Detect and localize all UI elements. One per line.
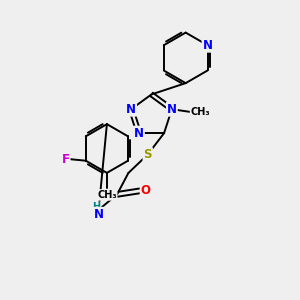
- Text: F: F: [61, 153, 70, 166]
- Text: N: N: [134, 127, 144, 140]
- Text: N: N: [167, 103, 177, 116]
- Text: O: O: [141, 184, 151, 197]
- Text: N: N: [94, 208, 104, 221]
- Text: CH₃: CH₃: [190, 107, 210, 117]
- Text: CH₃: CH₃: [97, 190, 117, 200]
- Text: N: N: [126, 103, 136, 116]
- Text: N: N: [202, 39, 212, 52]
- Text: S: S: [143, 148, 152, 161]
- Text: H: H: [92, 202, 100, 212]
